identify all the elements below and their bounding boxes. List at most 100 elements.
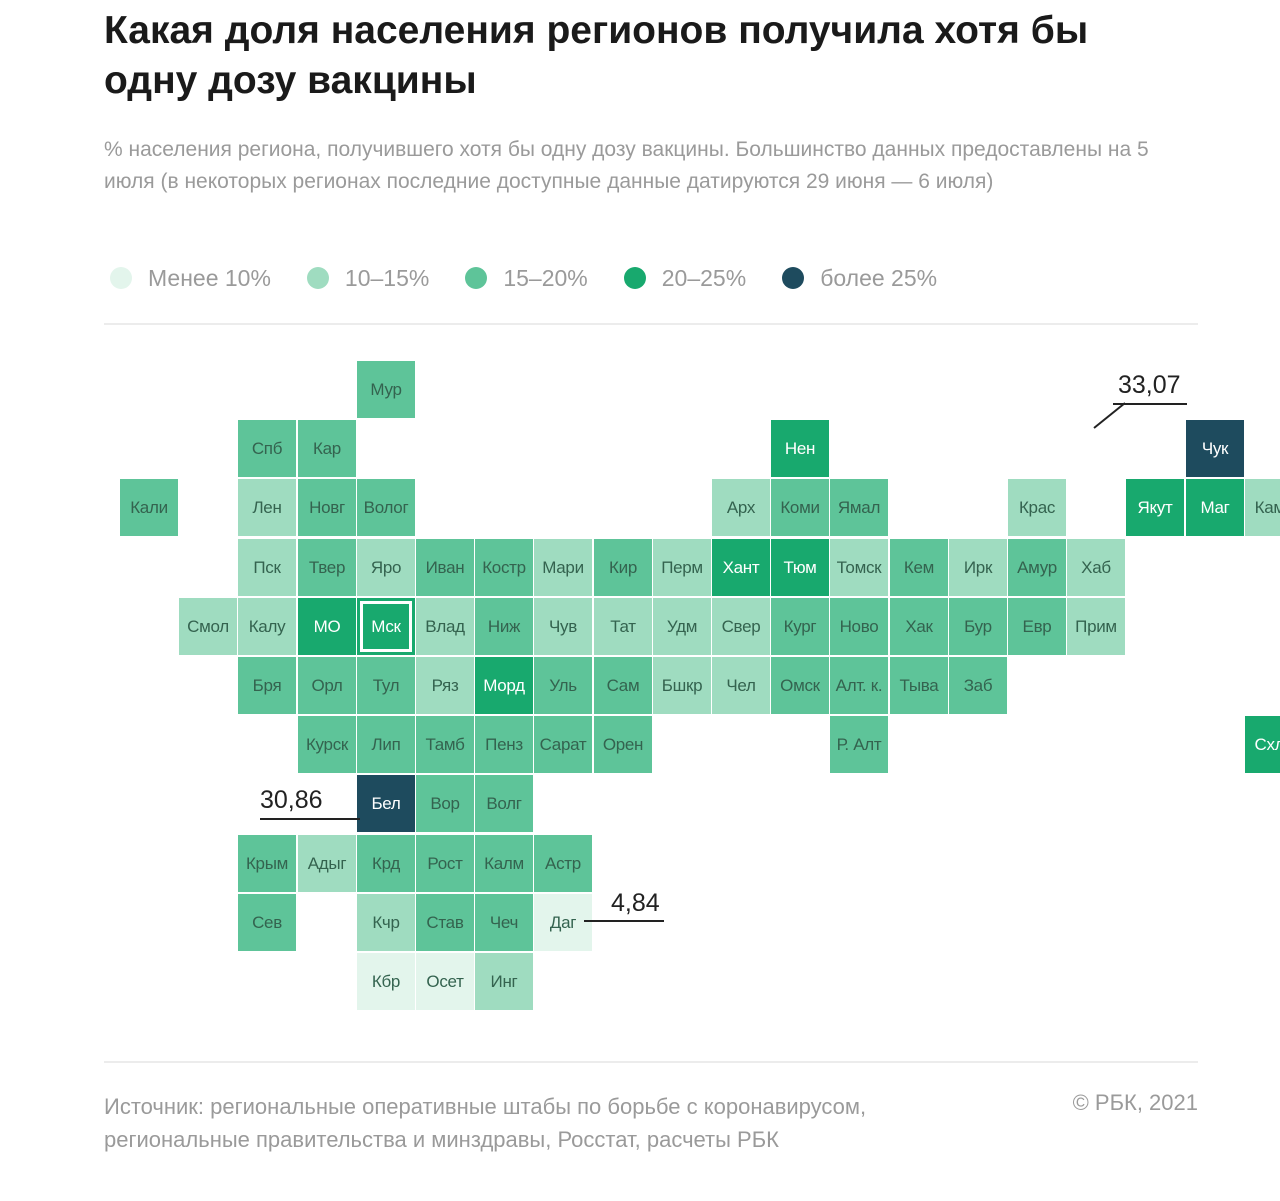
region-tile: Яро xyxy=(357,539,415,596)
region-tile: Твер xyxy=(298,539,356,596)
region-tile: Тамб xyxy=(416,716,474,773)
region-tile: Бшкр xyxy=(653,657,711,714)
region-tile: Бря xyxy=(238,657,296,714)
region-tile: Орен xyxy=(594,716,652,773)
bottom-divider xyxy=(104,1061,1198,1063)
legend-label: 20–25% xyxy=(661,264,747,291)
region-tile: Морд xyxy=(475,657,533,714)
region-tile: Прим xyxy=(1067,598,1125,655)
region-tile: Сев xyxy=(238,894,296,951)
region-tile: Арх xyxy=(712,479,770,536)
region-tile: Орл xyxy=(298,657,356,714)
region-tile: Костр xyxy=(475,539,533,596)
region-tile: Мур xyxy=(357,361,415,418)
region-tile: Р. Алт xyxy=(830,716,888,773)
region-tile: Крым xyxy=(238,835,296,892)
callout-value-dag: 4,84 xyxy=(611,889,660,917)
region-tile: Став xyxy=(416,894,474,951)
legend-item: Менее 10% xyxy=(110,265,271,292)
region-tile: Мск xyxy=(357,598,415,655)
region-tile: Калм xyxy=(475,835,533,892)
region-tile: Астр xyxy=(534,835,592,892)
legend-label: 15–20% xyxy=(503,264,588,291)
region-tile: Кбр xyxy=(357,953,415,1010)
region-tile: Калу xyxy=(238,598,296,655)
subtitle: % населения региона, получившего хотя бы… xyxy=(104,138,1149,193)
region-tile: Свер xyxy=(712,598,770,655)
legend-label: более 25% xyxy=(820,264,938,291)
region-tile: Чук xyxy=(1186,420,1244,477)
region-tile: Томск xyxy=(830,539,888,596)
legend-swatch xyxy=(110,267,132,289)
region-tile: Сарат xyxy=(534,716,592,773)
region-tile: Якут xyxy=(1126,479,1184,536)
region-tile: Крд xyxy=(357,835,415,892)
region-tile: Вор xyxy=(416,775,474,832)
region-tile: Тат xyxy=(594,598,652,655)
region-tile: Адыг xyxy=(298,835,356,892)
region-tile: Удм xyxy=(653,598,711,655)
region-tile: Ряз xyxy=(416,657,474,714)
region-tile: Кчр xyxy=(357,894,415,951)
legend-swatch xyxy=(782,267,805,289)
region-tile: Евр xyxy=(1008,598,1066,655)
region-tile: Тыва xyxy=(890,657,948,714)
region-tile: Заб xyxy=(949,657,1007,714)
region-tile: Чеч xyxy=(475,894,533,951)
region-tile: Ирк xyxy=(949,539,1007,596)
copyright: © РБК, 2021 xyxy=(1072,1090,1198,1115)
region-tile: Инг xyxy=(475,953,533,1010)
legend-swatch xyxy=(465,267,488,289)
region-tile: Коми xyxy=(771,479,829,536)
region-tile: Ново xyxy=(830,598,888,655)
region-tile: Пенз xyxy=(475,716,533,773)
top-divider xyxy=(104,323,1198,325)
legend-swatch xyxy=(306,267,329,289)
region-tile: Мари xyxy=(534,539,592,596)
region-tile: Спб xyxy=(238,420,296,477)
region-tile: Маг xyxy=(1186,479,1244,536)
callout-line-chuk xyxy=(1113,403,1187,405)
region-tile: Кург xyxy=(771,598,829,655)
legend-label: Менее 10% xyxy=(148,264,271,291)
region-tile: Бел xyxy=(357,775,415,832)
region-tile: Чув xyxy=(534,598,592,655)
region-tile: Иван xyxy=(416,539,474,596)
region-tile: Лен xyxy=(238,479,296,536)
region-tile: Влад xyxy=(416,598,474,655)
region-tile: Амур xyxy=(1008,539,1066,596)
region-tile: Хаб xyxy=(1067,539,1125,596)
region-tile: Крас xyxy=(1008,479,1066,536)
region-tile: Хант xyxy=(712,539,770,596)
region-tile: Перм xyxy=(653,539,711,596)
region-tile: Бур xyxy=(949,598,1007,655)
region-tile: Волг xyxy=(475,775,533,832)
region-tile: Осет xyxy=(416,953,474,1010)
region-tile: Нен xyxy=(771,420,829,477)
legend-item: 15–20% xyxy=(465,264,588,292)
callout-value-bel: 30,86 xyxy=(260,786,323,814)
region-tile: Камч xyxy=(1245,479,1280,536)
region-tile: Кир xyxy=(594,539,652,596)
region-tile: Лип xyxy=(357,716,415,773)
region-tile: Кар xyxy=(298,420,356,477)
region-tile: Схлн xyxy=(1245,716,1280,773)
region-tile: Алт. к. xyxy=(830,657,888,714)
callout-value-chuk: 33,07 xyxy=(1118,371,1181,399)
region-tile: Смол xyxy=(179,598,237,655)
leader-chuk xyxy=(1093,402,1126,429)
region-tile: Чел xyxy=(712,657,770,714)
region-tile: Новг xyxy=(298,479,356,536)
region-tile: Пск xyxy=(238,539,296,596)
region-tile: Тюм xyxy=(771,539,829,596)
region-tile: Волог xyxy=(357,479,415,536)
legend-item: более 25% xyxy=(782,265,937,292)
region-tile: Омск xyxy=(771,657,829,714)
legend-item: 10–15% xyxy=(306,265,429,292)
legend-swatch xyxy=(623,267,646,289)
page-title: Какая доля населения регионов получила х… xyxy=(104,9,1089,102)
region-tile: Ямал xyxy=(830,479,888,536)
region-tile: Даг xyxy=(534,894,592,951)
source-note: Источник: региональные оперативные штабы… xyxy=(104,1094,867,1152)
region-tile: Уль xyxy=(534,657,592,714)
